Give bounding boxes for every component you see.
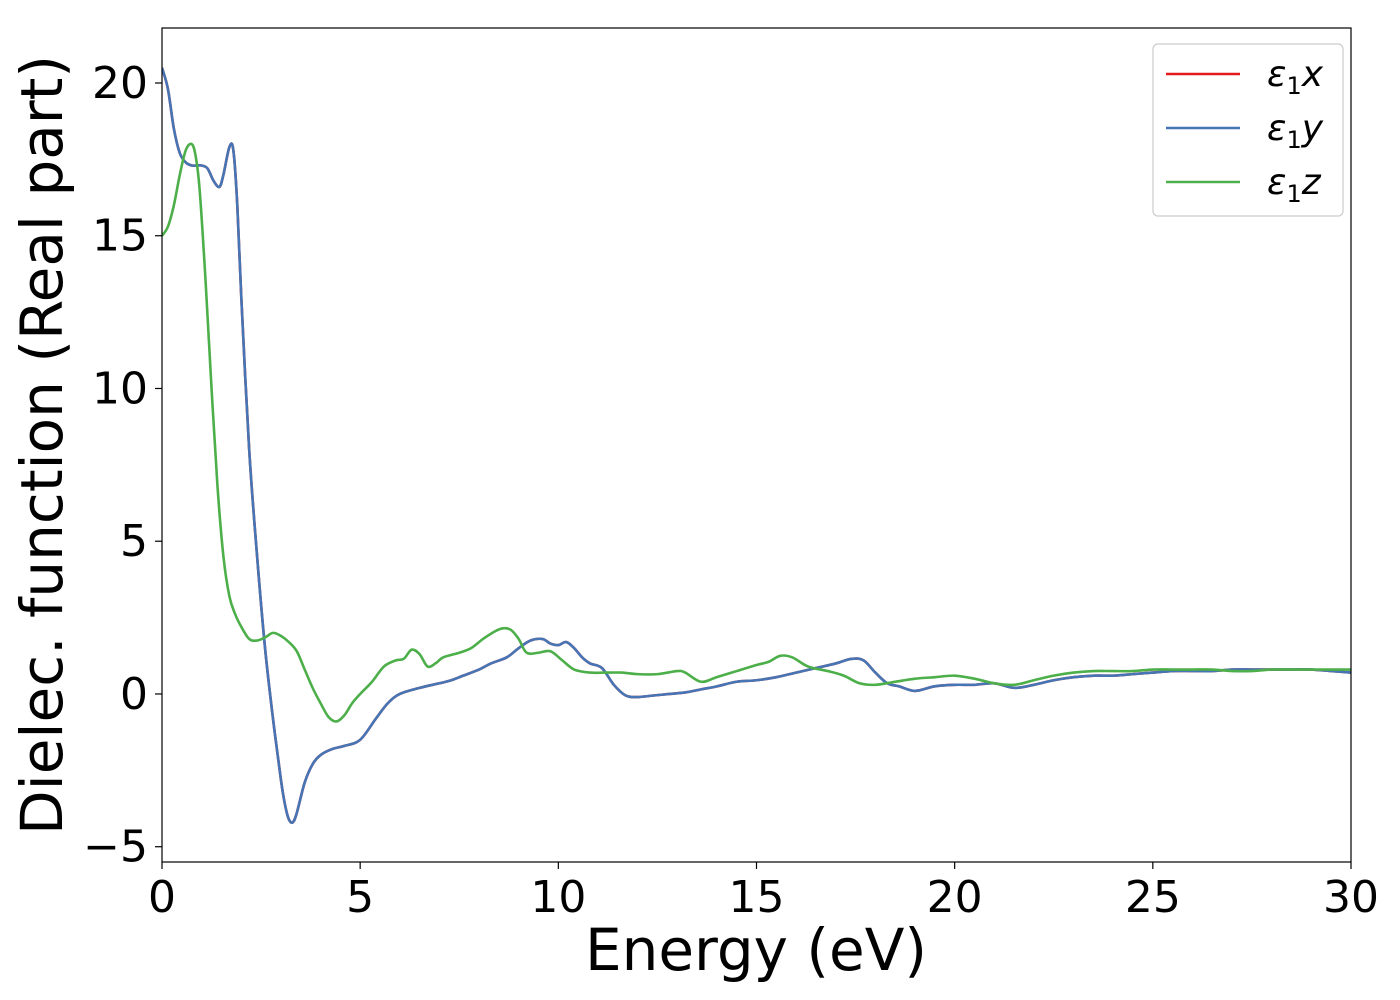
x-tick-label: 10 [530,872,586,923]
x-axis: 0 5 10 15 20 25 30 [148,862,1379,923]
y-tick-label: 10 [92,363,148,414]
legend-label-sub: 1 [1286,180,1301,208]
legend-label-var: z [1301,162,1322,203]
y-axis: −5 0 5 10 15 20 [83,58,162,873]
y-tick-label: 15 [92,211,148,262]
y-axis-title: Dielec. function (Real part) [8,55,76,835]
legend-label: ε1y [1267,108,1324,154]
x-axis-title: Energy (eV) [585,916,927,984]
y-tick-label: −5 [83,822,148,873]
x-tick-label: 15 [729,872,785,923]
legend-label-base: ε [1267,54,1286,95]
y-tick-label: 20 [92,58,148,109]
y-tick-label: 5 [120,516,148,567]
legend-label-base: ε [1267,108,1286,149]
y-tick-label: 0 [120,669,148,720]
x-tick-label: 5 [346,872,374,923]
series-line-y [162,67,1351,824]
legend-box [1152,43,1344,217]
series-layer [162,67,1351,824]
x-tick-label: 20 [927,872,983,923]
legend-label: ε1z [1267,162,1322,208]
legend-label-var: y [1301,108,1324,149]
series-line-z [162,142,1351,723]
legend-label-base: ε [1267,162,1286,203]
x-tick-label: 0 [148,872,176,923]
legend-label-sub: 1 [1286,72,1301,100]
legend-label: ε1x [1267,54,1324,100]
x-tick-label: 30 [1323,872,1379,923]
legend-label-var: x [1301,54,1324,95]
legend-label-sub: 1 [1286,126,1301,154]
x-tick-label: 25 [1125,872,1181,923]
